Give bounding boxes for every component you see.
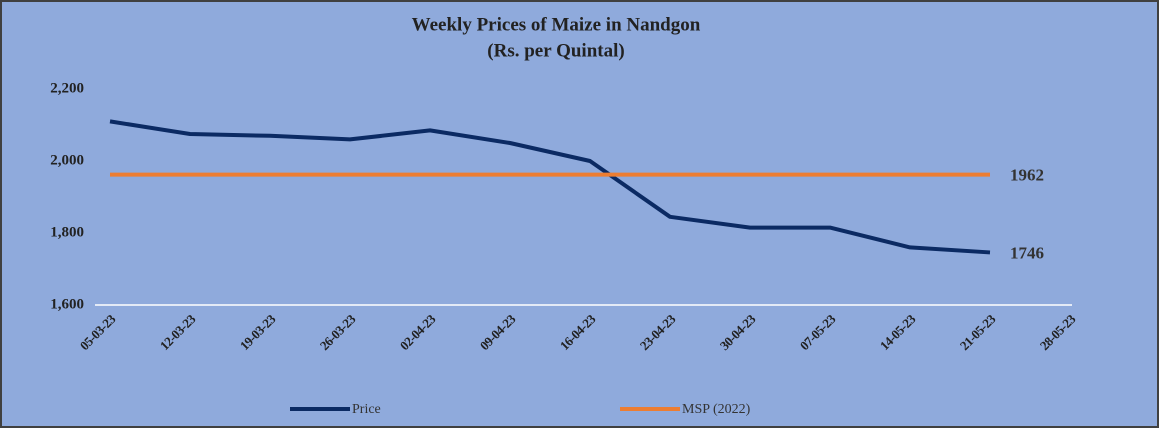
y-tick-label: 2,000 <box>50 152 84 168</box>
series-line <box>109 119 991 255</box>
y-tick-label: 1,600 <box>50 296 84 312</box>
chart-title: Weekly Prices of Maize in Nandgon <box>412 14 701 35</box>
legend-label: MSP (2022) <box>682 402 751 417</box>
y-tick-label: 2,200 <box>50 80 84 96</box>
value-label: 1962 <box>1010 166 1044 185</box>
legend-label: Price <box>352 402 381 417</box>
y-tick-label: 1,800 <box>50 224 84 240</box>
chart-subtitle: (Rs. per Quintal) <box>487 40 624 61</box>
value-label: 1746 <box>1010 243 1044 262</box>
